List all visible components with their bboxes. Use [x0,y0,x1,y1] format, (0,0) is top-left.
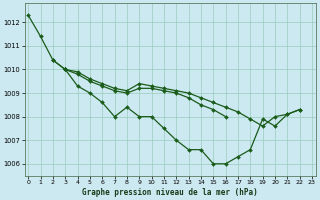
X-axis label: Graphe pression niveau de la mer (hPa): Graphe pression niveau de la mer (hPa) [82,188,258,197]
